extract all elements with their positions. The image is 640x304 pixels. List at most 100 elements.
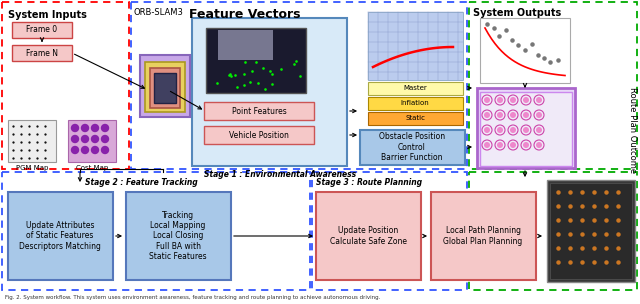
Bar (204, 102, 314, 120)
Bar (431, 192, 536, 280)
Text: Static: Static (405, 115, 425, 121)
Point (533, 53, 543, 57)
Text: Vehicle Position: Vehicle Position (229, 130, 289, 140)
Bar (218, 30, 273, 60)
Bar (368, 82, 463, 95)
Text: Fig. 2. System workflow. This system uses environment awareness, feature trackin: Fig. 2. System workflow. This system use… (5, 295, 380, 300)
Text: Frame 0: Frame 0 (26, 26, 58, 34)
Point (513, 43, 523, 47)
Text: Route Plan Outcome: Route Plan Outcome (628, 87, 637, 173)
Circle shape (523, 127, 529, 133)
Point (527, 42, 537, 47)
Circle shape (72, 125, 79, 132)
Bar (145, 62, 185, 112)
Circle shape (536, 112, 542, 118)
Bar (131, 2, 467, 169)
Text: PGM Map: PGM Map (16, 165, 48, 171)
Bar (218, 30, 273, 60)
Point (494, 33, 504, 38)
Text: Update Position
Calculate Safe Zone: Update Position Calculate Safe Zone (330, 226, 406, 246)
Bar (368, 12, 463, 80)
Point (501, 28, 511, 33)
Text: Inflation: Inflation (401, 100, 429, 106)
Circle shape (102, 147, 109, 154)
Circle shape (523, 97, 529, 103)
Circle shape (72, 136, 79, 143)
Text: Feature Vectors: Feature Vectors (189, 8, 301, 21)
Circle shape (81, 136, 88, 143)
Circle shape (92, 147, 99, 154)
Text: Point Features: Point Features (232, 106, 286, 116)
Bar (8, 120, 56, 162)
Bar (469, 172, 637, 290)
Text: System Inputs: System Inputs (8, 10, 87, 20)
Bar (150, 68, 180, 108)
Point (507, 38, 517, 43)
Bar (368, 97, 463, 110)
Bar (204, 126, 314, 144)
Circle shape (92, 136, 99, 143)
Circle shape (536, 97, 542, 103)
Text: Tracking
Local Mapping
Local Closing
Full BA with
Static Features: Tracking Local Mapping Local Closing Ful… (149, 211, 207, 261)
Circle shape (81, 147, 88, 154)
Bar (12, 45, 72, 61)
Bar (192, 18, 347, 166)
Bar (368, 112, 463, 125)
Circle shape (484, 112, 490, 118)
Point (482, 22, 492, 26)
Circle shape (497, 97, 503, 103)
Text: Cost Map: Cost Map (76, 165, 108, 171)
Bar (480, 18, 570, 83)
Circle shape (536, 142, 542, 148)
Text: System Outputs: System Outputs (473, 8, 561, 18)
Circle shape (510, 112, 516, 118)
Point (539, 56, 549, 60)
Bar (360, 130, 465, 165)
Text: Stage 1 : Environmental Awareness: Stage 1 : Environmental Awareness (204, 170, 356, 179)
Bar (480, 92, 572, 166)
Bar (2, 172, 310, 290)
Bar (68, 120, 116, 162)
Circle shape (510, 97, 516, 103)
Point (489, 26, 499, 30)
Point (553, 57, 563, 62)
Circle shape (81, 125, 88, 132)
Text: ORB-SLAM3: ORB-SLAM3 (133, 8, 183, 17)
Text: Master: Master (403, 85, 427, 91)
Bar (12, 22, 72, 38)
Circle shape (102, 125, 109, 132)
Text: Local Path Planning
Global Plan Planning: Local Path Planning Global Plan Planning (444, 226, 523, 246)
Bar (2, 2, 129, 169)
Point (520, 47, 530, 52)
Circle shape (497, 142, 503, 148)
Bar (206, 28, 306, 93)
Circle shape (484, 127, 490, 133)
Circle shape (523, 142, 529, 148)
Circle shape (497, 127, 503, 133)
Circle shape (484, 97, 490, 103)
Circle shape (510, 142, 516, 148)
Bar (316, 192, 421, 280)
Text: Obstacle Position
Control
Barrier Function: Obstacle Position Control Barrier Functi… (379, 132, 445, 162)
Point (545, 60, 555, 64)
Circle shape (72, 147, 79, 154)
Circle shape (484, 142, 490, 148)
Bar (469, 2, 637, 169)
Text: Frame N: Frame N (26, 49, 58, 57)
Circle shape (536, 127, 542, 133)
Text: Stage 2 : Feature Tracking: Stage 2 : Feature Tracking (85, 178, 198, 187)
Circle shape (92, 125, 99, 132)
Circle shape (523, 112, 529, 118)
Bar (8, 192, 113, 280)
Circle shape (102, 136, 109, 143)
Bar (126, 192, 231, 280)
Bar (140, 55, 190, 117)
Bar (547, 180, 635, 282)
Circle shape (510, 127, 516, 133)
Bar (154, 73, 176, 103)
Bar (312, 172, 467, 290)
Text: Update Attributes
of Static Features
Descriptors Matching: Update Attributes of Static Features Des… (19, 221, 101, 251)
Bar (477, 88, 575, 168)
Bar (550, 183, 632, 279)
Circle shape (497, 112, 503, 118)
